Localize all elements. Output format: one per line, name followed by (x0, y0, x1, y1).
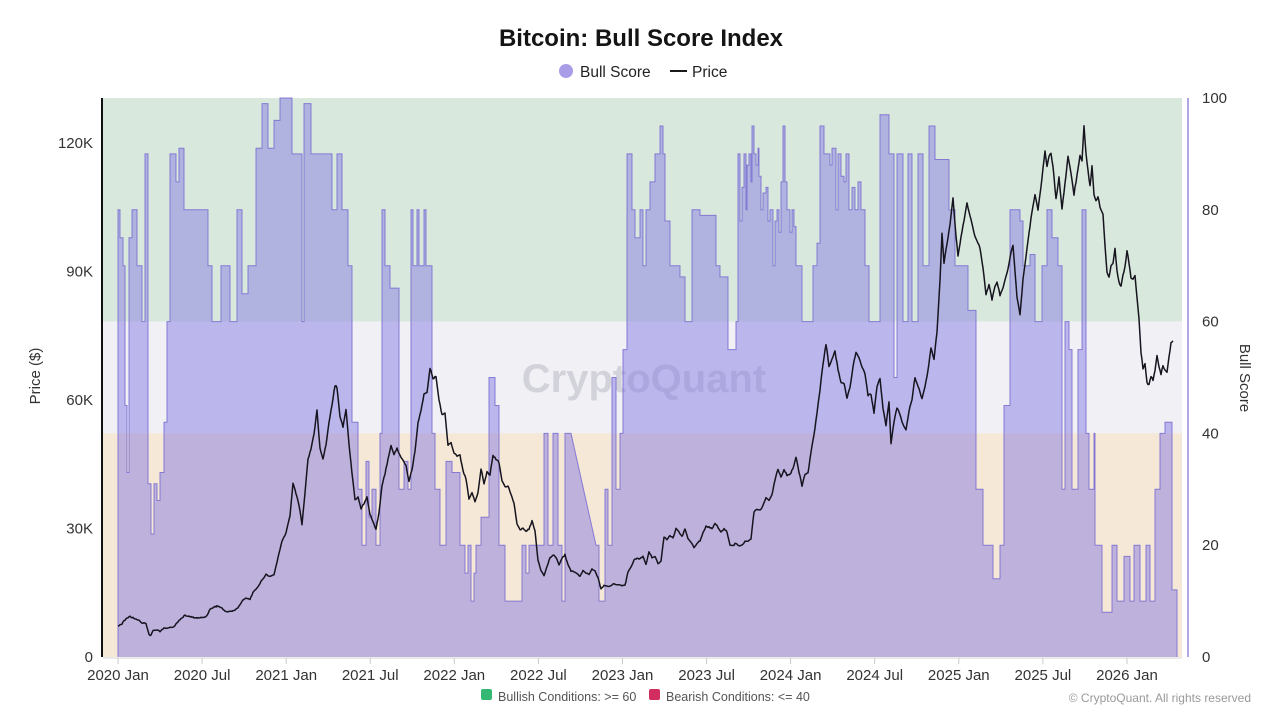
svg-text:2021 Jan: 2021 Jan (255, 667, 317, 684)
svg-text:© CryptoQuant. All rights rese: © CryptoQuant. All rights reserved (1069, 691, 1251, 705)
svg-text:2022 Jul: 2022 Jul (510, 667, 567, 684)
svg-text:2026 Jan: 2026 Jan (1096, 667, 1158, 684)
svg-text:2020 Jul: 2020 Jul (174, 667, 231, 684)
svg-text:40: 40 (1202, 425, 1219, 442)
svg-text:120K: 120K (58, 135, 93, 152)
svg-text:0: 0 (85, 649, 93, 666)
svg-text:80: 80 (1202, 202, 1219, 219)
svg-text:Bitcoin: Bull Score Index: Bitcoin: Bull Score Index (499, 25, 784, 52)
svg-text:90K: 90K (66, 264, 93, 281)
svg-text:20: 20 (1202, 537, 1219, 554)
svg-text:2024 Jul: 2024 Jul (846, 667, 903, 684)
svg-text:2024 Jan: 2024 Jan (760, 667, 822, 684)
svg-text:30K: 30K (66, 521, 93, 538)
svg-text:Price ($): Price ($) (27, 348, 44, 405)
svg-text:Bull Score: Bull Score (580, 64, 651, 81)
svg-text:2023 Jul: 2023 Jul (678, 667, 735, 684)
svg-text:60K: 60K (66, 392, 93, 409)
svg-text:2020 Jan: 2020 Jan (87, 667, 149, 684)
svg-text:Bull Score: Bull Score (1236, 344, 1253, 412)
svg-text:Bullish Conditions: >= 60: Bullish Conditions: >= 60 (498, 690, 636, 704)
svg-text:2022 Jan: 2022 Jan (423, 667, 485, 684)
svg-text:2025 Jan: 2025 Jan (928, 667, 990, 684)
svg-text:Price: Price (692, 64, 727, 81)
svg-text:2025 Jul: 2025 Jul (1015, 667, 1072, 684)
svg-text:2021 Jul: 2021 Jul (342, 667, 399, 684)
svg-text:60: 60 (1202, 314, 1219, 331)
svg-text:100: 100 (1202, 90, 1227, 107)
svg-text:0: 0 (1202, 649, 1210, 666)
svg-text:Bearish Conditions: <= 40: Bearish Conditions: <= 40 (666, 690, 810, 704)
svg-text:2023 Jan: 2023 Jan (592, 667, 654, 684)
